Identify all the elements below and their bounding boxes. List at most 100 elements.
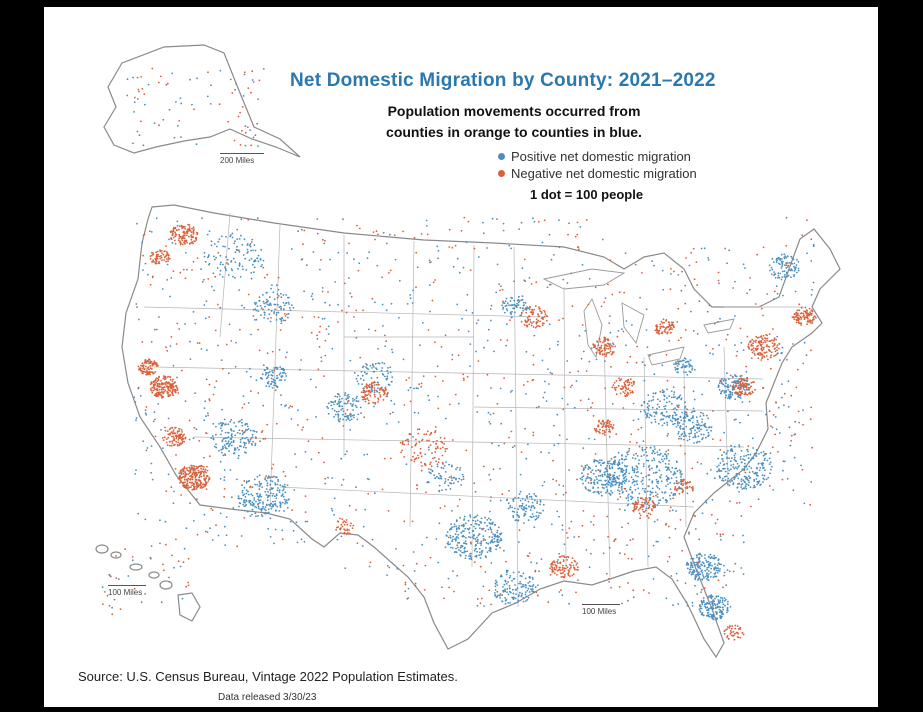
negative-dot <box>775 401 777 404</box>
positive-dot <box>279 502 282 504</box>
positive-dot <box>141 241 144 244</box>
negative-dot <box>781 478 784 481</box>
positive-dot <box>327 402 330 405</box>
negative-dot <box>574 235 577 238</box>
positive-dot <box>756 467 758 470</box>
positive-dot <box>655 478 658 481</box>
positive-dot <box>692 557 695 560</box>
positive-dot <box>780 396 783 399</box>
positive-dot <box>723 390 726 392</box>
negative-dot <box>248 442 250 444</box>
negative-dot <box>499 593 502 595</box>
negative-dot <box>402 358 405 361</box>
positive-dot <box>520 507 523 510</box>
positive-dot <box>659 476 661 478</box>
positive-dot <box>706 414 708 417</box>
positive-dot <box>608 581 611 583</box>
positive-dot <box>716 564 719 567</box>
negative-dot <box>181 431 184 433</box>
positive-dot <box>346 409 349 411</box>
positive-dot <box>483 346 485 349</box>
positive-dot <box>245 269 248 271</box>
positive-dot <box>651 260 654 263</box>
positive-dot <box>715 606 717 609</box>
positive-dot <box>803 341 806 344</box>
positive-dot <box>517 301 520 304</box>
positive-dot <box>284 491 287 494</box>
positive-dot <box>597 490 600 493</box>
negative-dot <box>170 427 172 429</box>
negative-dot <box>739 327 742 330</box>
positive-dot <box>686 561 688 564</box>
positive-dot <box>232 507 235 509</box>
positive-dot <box>686 373 689 376</box>
negative-dot <box>798 303 801 306</box>
positive-dot <box>511 389 513 392</box>
positive-dot <box>734 466 737 469</box>
positive-dot <box>669 419 672 422</box>
positive-dot <box>225 442 228 445</box>
negative-dot <box>756 253 759 256</box>
negative-dot <box>194 480 197 483</box>
positive-dot <box>776 335 779 338</box>
negative-dot <box>610 586 612 589</box>
positive-dot <box>676 368 679 371</box>
positive-dot <box>550 523 553 526</box>
negative-dot <box>172 431 175 433</box>
negative-dot <box>774 433 776 436</box>
negative-dot <box>283 313 286 315</box>
positive-dot <box>689 570 691 573</box>
positive-dot <box>696 556 698 559</box>
positive-dot <box>627 499 630 502</box>
positive-dot <box>676 579 679 582</box>
state-line <box>603 336 611 578</box>
negative-dot <box>183 237 186 240</box>
negative-dot <box>197 469 200 472</box>
positive-dot <box>511 316 513 319</box>
positive-dot <box>668 400 671 403</box>
negative-dot <box>201 280 204 283</box>
positive-dot <box>236 245 238 248</box>
positive-dot <box>529 509 532 511</box>
positive-dot <box>654 491 657 494</box>
positive-dot <box>258 299 261 302</box>
positive-dot <box>369 364 372 367</box>
positive-dot <box>448 476 451 479</box>
positive-dot <box>607 475 609 478</box>
positive-dot <box>310 295 313 298</box>
positive-dot <box>241 421 243 424</box>
positive-dot <box>396 567 399 570</box>
positive-dot <box>692 415 694 417</box>
positive-dot <box>544 380 546 383</box>
positive-dot <box>654 418 656 421</box>
negative-dot <box>388 566 391 569</box>
positive-dot <box>252 136 255 139</box>
negative-dot <box>580 357 583 360</box>
positive-dot <box>315 386 317 388</box>
positive-dot <box>217 534 220 537</box>
positive-dot <box>758 480 761 482</box>
positive-dot <box>503 549 505 552</box>
positive-dot <box>270 287 272 290</box>
positive-dot <box>637 499 639 502</box>
positive-dot <box>506 569 509 572</box>
positive-dot <box>234 365 237 368</box>
positive-dot <box>556 343 559 346</box>
positive-dot <box>433 456 436 459</box>
negative-dot <box>501 493 504 496</box>
positive-dot <box>234 447 236 449</box>
positive-dot <box>702 433 705 436</box>
positive-dot <box>349 429 352 431</box>
negative-dot <box>498 283 500 285</box>
positive-dot <box>248 244 251 247</box>
negative-dot <box>223 495 226 498</box>
positive-dot <box>528 493 531 495</box>
positive-dot <box>153 328 156 331</box>
positive-dot <box>694 577 697 580</box>
positive-dot <box>474 548 477 550</box>
positive-dot <box>718 382 721 384</box>
positive-dot <box>491 217 494 220</box>
state-line <box>409 240 415 528</box>
positive-dot <box>622 480 624 483</box>
positive-dot <box>428 259 431 262</box>
